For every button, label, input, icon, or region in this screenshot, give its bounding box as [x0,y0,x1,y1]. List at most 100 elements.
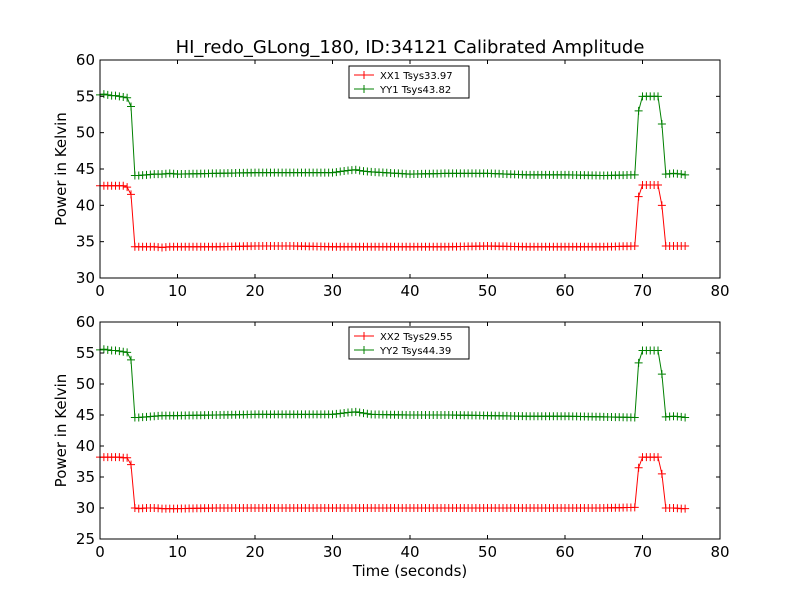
data-point-marker [127,460,135,469]
series-2-line [99,348,686,419]
data-point-marker [657,201,666,210]
data-point-marker [127,355,135,364]
x-tick-label: 0 [95,282,105,300]
data-point-marker [657,370,666,379]
data-point-marker [115,92,124,101]
x-tick-label: 80 [710,282,729,300]
data-point-marker [115,453,124,462]
data-point-marker [654,453,662,462]
data-point-marker [99,90,108,99]
data-point-marker [351,407,360,416]
x-tick-label: 80 [710,543,729,561]
data-point-marker [681,413,690,422]
data-point-marker [677,412,686,421]
data-point-marker [634,463,643,472]
x-axis-label: Time (seconds) [352,562,468,580]
data-point-marker [119,93,128,102]
y-tick-label: 30 [76,269,95,287]
y-tick-label: 35 [76,233,95,251]
data-point-marker [630,170,639,179]
data-point-marker [681,504,690,513]
y-tick-label: 50 [76,124,95,142]
series-2-line [99,93,686,176]
legend: XX1 Tsys33.97 YY1 Tsys43.82 [348,65,470,99]
data-point-marker [119,181,128,190]
data-point-marker [351,165,360,174]
data-point-marker [630,503,639,512]
data-point-marker [99,345,108,354]
data-point-marker [336,167,345,176]
bottom-plot: 0 10 20 30 40 50 60 70 80 25 30 35 40 45 50 55 60 Power i… [52,313,730,580]
data-point-marker [681,242,690,251]
legend-swatch-marker [360,71,368,79]
y-tick-label: 35 [76,468,95,486]
data-point-marker [654,92,662,101]
x-tick-label: 40 [400,543,419,561]
data-point-marker [111,346,120,355]
data-point-marker [359,409,368,418]
top-plot: 0 10 20 30 40 50 60 70 80 30 35 40 45 50 55 60 Power in … [52,51,730,300]
series-1-line [100,456,686,510]
x-tick-label: 30 [323,543,342,561]
series-1-line [100,184,686,249]
x-tick-label: 10 [168,282,187,300]
data-point-marker [123,348,132,357]
x-tick-label: 50 [478,543,497,561]
y-tick-label: 45 [76,160,95,178]
y-axis-label: Power in Kelvin [52,112,70,226]
x-tick-label: 60 [555,282,574,300]
legend-entry-label: XX2 Tsys29.55 [380,332,453,343]
data-point-marker [681,170,690,179]
data-point-marker [123,93,132,102]
y-tick-label: 40 [76,437,95,455]
x-tick-label: 30 [323,282,342,300]
data-point-marker [657,119,666,128]
legend-swatch-marker [360,85,368,93]
data-point-marker [127,102,135,111]
x-tick-label: 60 [555,543,574,561]
data-point-marker [103,345,112,354]
x-tick-label: 70 [633,543,652,561]
data-point-marker [363,409,372,418]
data-point-marker [630,413,639,422]
series-2-group [96,90,690,180]
data-point-marker [103,90,112,99]
data-point-marker [130,504,139,512]
legend-box [348,326,470,360]
data-point-marker [328,168,337,177]
series-1-group [96,180,690,252]
y-tick-label: 60 [76,313,95,331]
x-tick-label: 20 [245,543,264,561]
data-point-marker [332,168,341,177]
x-tick-label: 40 [400,282,419,300]
data-point-marker [355,408,364,417]
legend-box [348,65,470,99]
data-point-marker [634,106,643,115]
data-point-marker [654,346,662,355]
legend-entry-label: YY1 Tsys43.82 [379,85,451,96]
y-tick-label: 30 [76,499,95,517]
y-tick-label: 50 [76,375,95,393]
y-tick-label: 55 [76,87,95,105]
y-axis-label: Power in Kelvin [52,374,70,488]
y-tick-label: 60 [76,51,95,69]
x-tick-label: 10 [168,543,187,561]
data-point-marker [654,180,662,189]
data-point-marker [123,183,132,192]
data-point-marker [634,358,643,367]
chart-title: HI_redo_GLong_180, ID:34121 Calibrated A… [176,37,645,58]
data-point-marker [111,91,120,100]
data-point-marker [657,469,666,478]
series-1-group [96,453,690,513]
x-tick-label: 50 [478,282,497,300]
data-point-marker [123,453,132,462]
data-point-marker [119,347,128,356]
data-point-marker [355,166,364,175]
data-point-marker [677,170,686,179]
legend-swatch-marker [360,346,368,354]
x-tick-label: 0 [95,543,105,561]
x-tick-label: 70 [633,282,652,300]
legend-swatch-marker [360,332,368,340]
y-tick-label: 25 [76,530,95,548]
